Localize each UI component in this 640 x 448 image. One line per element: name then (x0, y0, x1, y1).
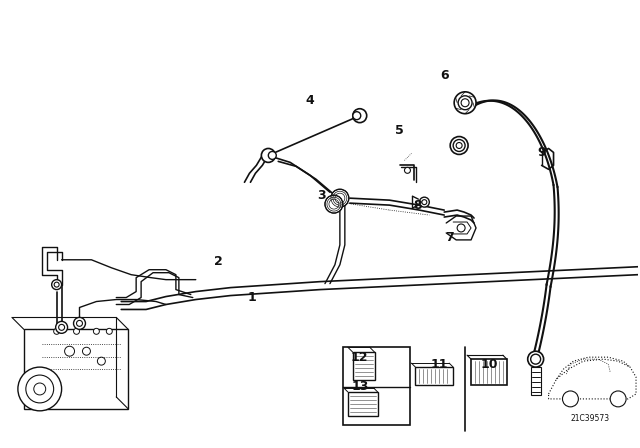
Circle shape (353, 109, 367, 123)
Text: 1: 1 (248, 291, 257, 304)
Bar (471, 359, 507, 385)
Circle shape (106, 328, 112, 334)
Circle shape (563, 391, 579, 407)
Circle shape (453, 139, 465, 151)
Circle shape (52, 280, 61, 289)
Bar (531, 367, 541, 395)
Circle shape (74, 328, 79, 334)
Circle shape (531, 354, 541, 364)
Bar (353, 352, 374, 380)
Text: 13: 13 (351, 380, 369, 393)
Text: 6: 6 (440, 69, 449, 82)
Bar (415, 367, 453, 385)
Circle shape (54, 282, 59, 287)
Text: 3: 3 (317, 189, 326, 202)
Text: 11: 11 (431, 358, 448, 370)
Circle shape (325, 195, 343, 213)
Circle shape (457, 224, 465, 232)
Circle shape (454, 92, 476, 114)
Circle shape (74, 318, 86, 329)
Circle shape (268, 151, 276, 159)
Circle shape (353, 112, 361, 120)
Circle shape (450, 137, 468, 155)
Circle shape (419, 197, 429, 207)
Circle shape (458, 96, 472, 110)
Bar (24, 329, 128, 409)
Circle shape (56, 321, 68, 333)
Circle shape (261, 148, 275, 162)
Circle shape (528, 351, 543, 367)
Circle shape (59, 324, 65, 330)
Circle shape (77, 320, 83, 326)
Circle shape (422, 200, 427, 205)
Circle shape (404, 168, 410, 173)
Circle shape (93, 328, 99, 334)
Circle shape (54, 328, 60, 334)
Bar (348, 392, 378, 416)
Text: 10: 10 (480, 358, 498, 370)
Text: 9: 9 (538, 146, 546, 159)
Text: 4: 4 (306, 94, 314, 107)
Text: 12: 12 (351, 351, 369, 364)
Text: 2: 2 (214, 255, 223, 268)
Text: 5: 5 (395, 124, 404, 137)
Text: 21C39573: 21C39573 (571, 414, 610, 423)
Circle shape (610, 391, 626, 407)
Bar (343, 347, 410, 425)
Circle shape (456, 142, 462, 148)
Text: 8: 8 (413, 198, 422, 211)
Circle shape (331, 189, 349, 207)
Circle shape (461, 99, 469, 107)
Circle shape (18, 367, 61, 411)
Text: 7: 7 (445, 232, 454, 245)
